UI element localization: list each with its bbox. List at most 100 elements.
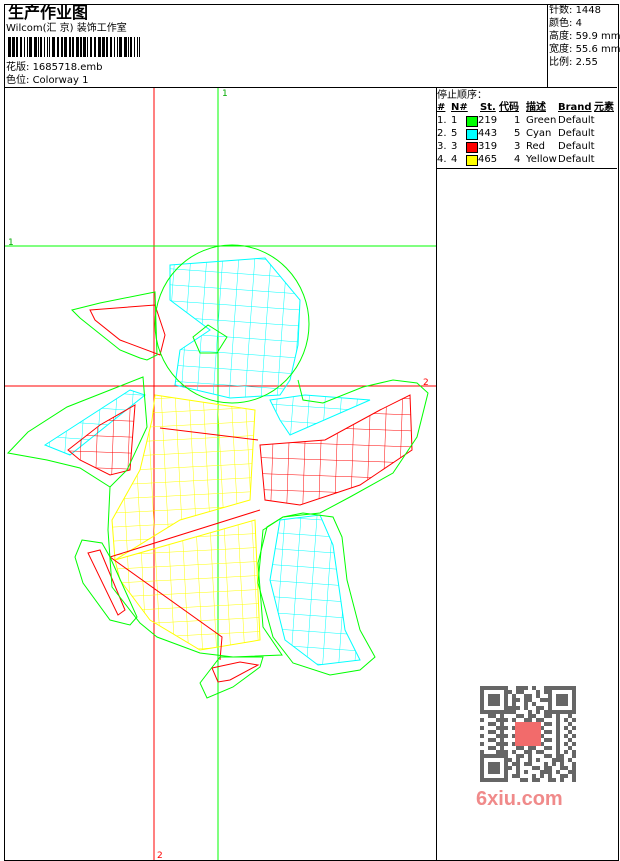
qr-module [504, 694, 508, 698]
design-label-text: 花版: [6, 62, 30, 73]
beak-outline [71, 291, 158, 361]
qr-module [496, 754, 500, 758]
qr-module [556, 714, 560, 718]
stat-0: 针数: 1448 [549, 5, 601, 17]
qr-module [544, 738, 548, 742]
qr-module [480, 690, 484, 694]
qr-module [556, 770, 560, 774]
qr-module [528, 758, 532, 762]
qr-module [504, 758, 508, 762]
cell-st: 319 [478, 141, 498, 152]
qr-module [520, 754, 524, 758]
qr-module [496, 734, 500, 738]
penguin-outline [6, 244, 429, 699]
qr-module [516, 770, 520, 774]
qr-module [548, 738, 552, 742]
bottom-foot-stitches-red [211, 661, 260, 683]
qr-module [492, 714, 496, 718]
design-label: 花版: 1685718.emb [6, 62, 103, 74]
qr-module [572, 710, 576, 714]
qr-module [488, 698, 492, 702]
qr-module [496, 686, 500, 690]
qr-module [488, 710, 492, 714]
cell-idx: 1. [437, 115, 447, 126]
qr-module [492, 710, 496, 714]
qr-module [552, 778, 556, 782]
qr-module [504, 718, 508, 722]
qr-module [500, 746, 504, 750]
qr-module [488, 754, 492, 758]
qr-module [564, 750, 568, 754]
qr-module [496, 698, 500, 702]
qr-module [540, 698, 544, 702]
qr-module [516, 754, 520, 758]
qr-module [504, 726, 508, 730]
qr-module [556, 726, 560, 730]
column-header: N# [451, 102, 468, 113]
qr-module [496, 770, 500, 774]
qr-module [512, 698, 516, 702]
barcode-bar [38, 37, 39, 57]
qr-module [572, 690, 576, 694]
qr-module [492, 730, 496, 734]
barcode-bar [57, 37, 59, 57]
qr-module [484, 754, 488, 758]
qr-module [496, 718, 500, 722]
qr-module [560, 774, 564, 778]
qr-module [480, 778, 484, 782]
qr-module [564, 702, 568, 706]
stat-1: 颜色: 4 [549, 18, 582, 30]
stat-value: 55.6 mm [575, 44, 620, 55]
qr-module [544, 754, 548, 758]
barcode-bar [80, 37, 82, 57]
qr-module [480, 770, 484, 774]
barcode-bar [134, 37, 135, 57]
qr-module [572, 686, 576, 690]
qr-module [512, 742, 516, 746]
barcode-bar [139, 37, 140, 57]
qr-module [504, 742, 508, 746]
qr-module [544, 762, 548, 766]
left-wing-outline [6, 376, 148, 488]
qr-module [572, 750, 576, 754]
barcode-bar [34, 37, 37, 57]
cell-code: 4 [514, 154, 521, 165]
qr-module [504, 754, 508, 758]
qr-module [516, 774, 520, 778]
qr-module [572, 766, 576, 770]
qr-module [556, 754, 560, 758]
barcode-bar [8, 37, 11, 57]
cell-brand: Default [558, 128, 595, 139]
qr-module [524, 718, 528, 722]
qr-module [568, 710, 572, 714]
qr-module [512, 694, 516, 698]
cell-n: 4 [451, 154, 458, 165]
qr-module [560, 686, 564, 690]
watermark-text: 6xiu.com [476, 788, 563, 810]
qr-module [480, 686, 484, 690]
qr-module [488, 730, 492, 734]
qr-module [556, 738, 560, 742]
left-wing-fill-red [67, 404, 136, 476]
qr-module [532, 702, 536, 706]
barcode-bar [27, 37, 28, 57]
qr-module [564, 710, 568, 714]
qr-module [548, 774, 552, 778]
qr-module [488, 738, 492, 742]
barcode-bar [137, 37, 138, 57]
qr-module [492, 702, 496, 706]
qr-module [516, 714, 520, 718]
barcode-bar [69, 37, 71, 57]
qr-module [524, 750, 528, 754]
qr-module [548, 702, 552, 706]
qr-module [484, 686, 488, 690]
qr-module [564, 766, 568, 770]
qr-module [480, 766, 484, 770]
qr-module [480, 758, 484, 762]
qr-module [568, 770, 572, 774]
company-name: Wilcom(汇 京) 装饰工作室 [6, 23, 127, 34]
qr-module [556, 718, 560, 722]
qr-module [504, 706, 508, 710]
qr-module [516, 746, 520, 750]
qr-module [480, 774, 484, 778]
